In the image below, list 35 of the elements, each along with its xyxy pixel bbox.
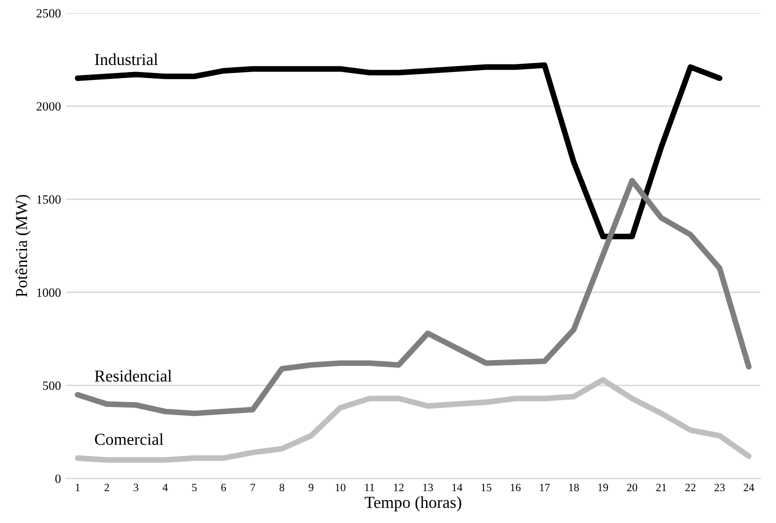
x-tick-label: 4 xyxy=(162,484,168,492)
x-tick-label: 22 xyxy=(685,484,696,492)
y-tick-label: 500 xyxy=(43,381,61,390)
x-tick-label: 6 xyxy=(221,484,226,492)
x-tick-label: 3 xyxy=(134,484,138,492)
x-tick-label: 19 xyxy=(598,484,608,492)
x-tick-label: 1 xyxy=(76,484,80,492)
x-tick-label: 15 xyxy=(482,484,492,492)
x-tick-label: 17 xyxy=(540,484,550,492)
y-tick-label: 0 xyxy=(55,474,61,484)
y-tick-label: 2000 xyxy=(36,102,61,111)
x-tick-label: 8 xyxy=(280,484,284,492)
x-tick-label: 12 xyxy=(394,484,404,492)
x-tick-label: 16 xyxy=(510,484,521,492)
y-tick-label: 1500 xyxy=(37,195,61,204)
x-tick-label: 18 xyxy=(569,484,579,492)
y-tick-label: 2500 xyxy=(36,9,61,18)
y-axis-title: Potência (MW) xyxy=(15,194,31,297)
x-tick-label: 9 xyxy=(308,484,314,492)
series-label: Residencial xyxy=(94,370,172,382)
x-tick-label: 11 xyxy=(365,484,374,492)
x-tick-label: 14 xyxy=(452,484,462,492)
x-axis-title: Tempo (horas) xyxy=(364,496,462,512)
series-label: Comercial xyxy=(94,433,164,445)
x-tick-label: 7 xyxy=(250,484,256,492)
series-label: Industrial xyxy=(94,53,158,66)
x-tick-label: 2 xyxy=(104,484,109,492)
x-tick-label: 24 xyxy=(744,484,754,492)
x-tick-label: 20 xyxy=(627,484,638,492)
x-tick-label: 5 xyxy=(192,484,197,492)
y-tick-label: 1000 xyxy=(37,288,61,297)
x-tick-label: 13 xyxy=(423,484,433,492)
x-tick-label: 10 xyxy=(336,484,346,492)
x-tick-label: 21 xyxy=(656,484,666,492)
x-tick-label: 23 xyxy=(714,484,725,492)
